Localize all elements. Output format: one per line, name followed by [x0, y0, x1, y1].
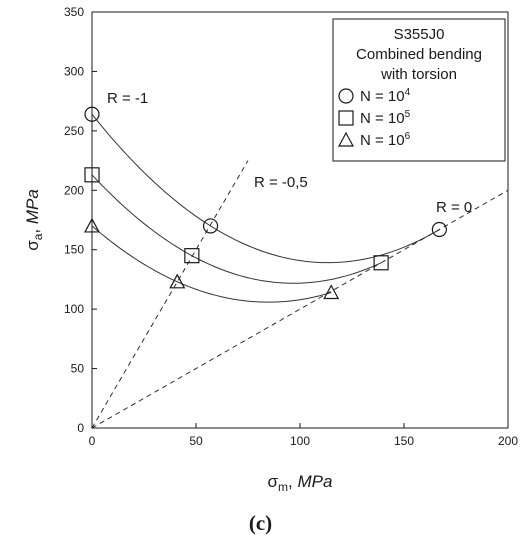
data-point-triangle: [83, 217, 101, 233]
x-tick-label: 50: [189, 434, 203, 448]
y-tick-label: 250: [64, 124, 84, 138]
y-axis-unit: MPa: [23, 189, 42, 224]
legend-entry-label: N = 104: [360, 87, 411, 105]
y-axis-label: σa, MPa: [23, 189, 45, 251]
y-tick-label: 300: [64, 64, 84, 78]
legend-entry-exponent: 6: [405, 131, 411, 142]
x-tick-label: 100: [290, 434, 310, 448]
legend-title-line: S355J0: [394, 26, 445, 43]
y-tick-label: 50: [71, 362, 85, 376]
x-axis-subscript: m: [278, 480, 288, 494]
data-point-square: [184, 248, 200, 264]
x-axis-symbol: σ: [268, 472, 279, 491]
data-point-circle: [431, 221, 447, 238]
r-minus-one-label: R = -1: [107, 90, 148, 107]
x-tick-label: 0: [89, 434, 96, 448]
legend-entry-label: N = 105: [360, 109, 411, 127]
x-axis-separator: ,: [288, 472, 297, 491]
fit-curve: [91, 174, 382, 284]
axis-ticks: 0 50 100 150 200 0 50 100 150 200 250 300 350: [64, 5, 518, 448]
data-point-square: [84, 167, 100, 183]
ratio-lines: [91, 160, 509, 429]
y-tick-label: 200: [64, 183, 84, 197]
r-zero-label: R = 0: [436, 199, 472, 216]
fit-curve: [91, 225, 332, 303]
legend-marker-triangle: [337, 131, 355, 147]
x-tick-label: 200: [498, 434, 518, 448]
ratio-line: [91, 160, 249, 429]
fit-curve: [91, 113, 440, 264]
data-point-square: [373, 255, 389, 271]
y-tick-label: 350: [64, 5, 84, 19]
legend-marker-circle: [338, 88, 354, 104]
y-axis-symbol: σ: [23, 240, 42, 251]
legend-entry-exponent: 5: [405, 109, 411, 120]
legend-entry-base: N = 10: [360, 88, 405, 105]
figure-caption: (c): [248, 511, 273, 535]
y-axis-separator: ,: [23, 224, 42, 233]
x-tick-label: 150: [394, 434, 414, 448]
fit-curves: [91, 113, 440, 303]
legend-marker-square: [338, 110, 354, 126]
legend-title-line: Combined bending: [356, 46, 482, 63]
legend-entry-label: N = 106: [360, 131, 411, 149]
legend: S355J0 Combined bending with torsion N =…: [332, 18, 506, 162]
x-axis-unit: MPa: [297, 472, 332, 491]
data-point-triangle: [323, 284, 340, 300]
data-point-triangle: [169, 273, 186, 289]
legend-entry-base: N = 10: [360, 110, 405, 127]
legend-entry-exponent: 4: [405, 87, 411, 98]
ratio-line: [91, 189, 509, 429]
legend-entry-base: N = 10: [360, 132, 405, 149]
y-tick-label: 150: [64, 243, 84, 257]
legend-box: [332, 18, 506, 162]
x-axis-label: σm, MPa: [268, 472, 333, 494]
data-point-circle: [84, 106, 100, 122]
y-axis-subscript: a: [31, 233, 45, 240]
data-point-circle: [202, 218, 219, 234]
legend-title-line: with torsion: [380, 66, 457, 83]
y-tick-label: 0: [77, 421, 84, 435]
y-tick-label: 100: [64, 302, 84, 316]
r-minus-half-label: R = -0,5: [254, 174, 308, 191]
data-markers: [83, 106, 447, 300]
